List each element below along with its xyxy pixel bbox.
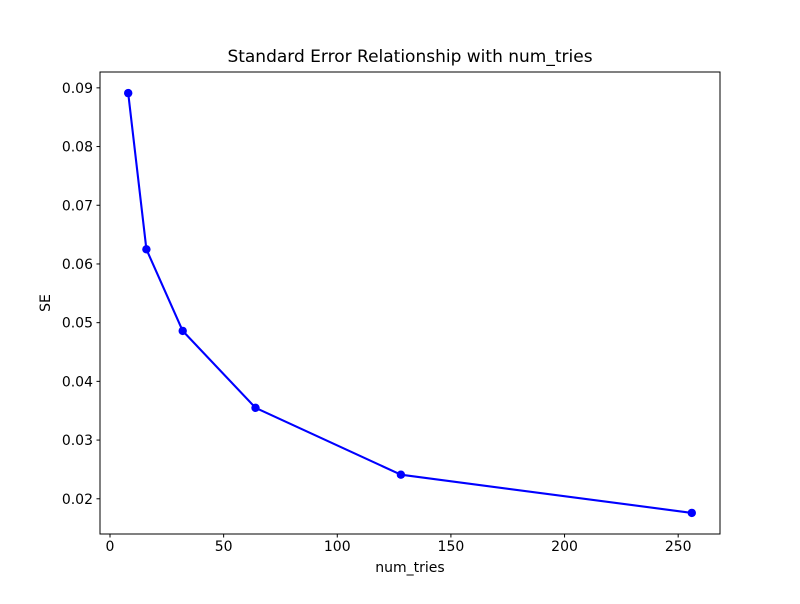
x-tick-label: 50: [215, 539, 233, 555]
data-point: [178, 326, 187, 336]
data-point: [142, 245, 151, 254]
x-axis-label: num_tries: [375, 560, 444, 576]
x-tick-label: 150: [438, 539, 465, 555]
y-tick-label: 0.07: [62, 198, 93, 214]
x-tick-label: 100: [324, 539, 351, 555]
y-tick-label: 0.03: [62, 433, 93, 449]
plot-area: 0 50 100 150 200 250 0.02 0.03 0.04 0.05 0.06 0.07 0…: [62, 71, 721, 555]
data-point: [396, 470, 406, 479]
x-tick-label: 0: [106, 539, 115, 555]
chart-title: Standard Error Relationship with num_tri…: [227, 47, 592, 67]
data-point: [251, 403, 260, 412]
y-tick-label: 0.04: [62, 374, 93, 390]
y-tick-label: 0.05: [62, 316, 93, 332]
y-tick-label: 0.09: [62, 81, 93, 97]
y-tick-label: 0.02: [62, 492, 93, 508]
data-line: [127, 92, 692, 514]
y-axis-label: SE: [38, 294, 54, 312]
y-tick-label: 0.08: [62, 140, 93, 156]
plot-border: [99, 71, 721, 535]
data-point: [124, 88, 133, 98]
x-tick-label: 250: [665, 539, 692, 555]
x-tick-label: 200: [551, 539, 578, 555]
y-tick-label: 0.06: [62, 257, 93, 273]
data-point: [687, 508, 696, 518]
